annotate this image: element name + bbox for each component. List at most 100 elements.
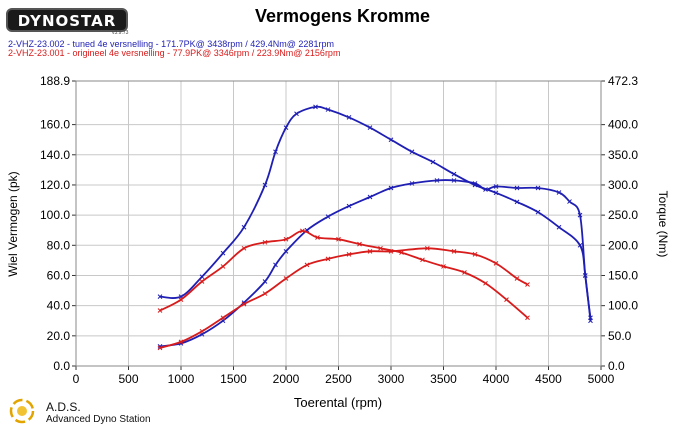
data-point <box>493 190 499 196</box>
data-point <box>451 178 457 183</box>
x-tick-label: 4500 <box>535 372 562 386</box>
y-tick-label: 40.0 <box>47 299 71 313</box>
data-point <box>483 280 488 286</box>
run-label-stock: 2-VHZ-23.001 - origineel 4e versnelling … <box>8 48 341 58</box>
data-point <box>241 245 247 251</box>
series-layer <box>157 104 593 351</box>
data-point <box>325 107 331 112</box>
data-point <box>514 276 520 281</box>
data-point <box>273 149 278 155</box>
data-point <box>420 257 425 263</box>
series-line-torque-3 <box>159 230 529 319</box>
data-point <box>451 248 457 254</box>
data-point <box>582 273 588 278</box>
x-tick-label: 500 <box>118 372 138 386</box>
data-point <box>262 239 268 245</box>
data-point <box>472 252 478 257</box>
y2-tick-label: 0.0 <box>608 359 625 373</box>
data-point <box>409 149 415 155</box>
data-point <box>262 291 268 296</box>
data-point <box>346 115 352 120</box>
y2-tick-label: 200.0 <box>608 238 638 252</box>
dynostar-logo-text: DYNOSTAR <box>17 12 117 30</box>
y-tick-label: 0.0 <box>53 359 70 373</box>
grid <box>72 80 605 370</box>
y-tick-label: 140.0 <box>40 148 70 162</box>
data-point <box>220 264 226 269</box>
data-point <box>388 185 394 191</box>
data-point <box>409 181 415 186</box>
data-point <box>199 279 205 284</box>
data-point <box>283 276 289 281</box>
data-point <box>199 328 205 334</box>
data-point <box>220 250 226 256</box>
data-point <box>493 184 499 189</box>
y-tick-label: 60.0 <box>47 268 71 282</box>
y-tick-label: 120.0 <box>40 178 70 192</box>
data-point <box>367 194 373 200</box>
y-tick-label: 20.0 <box>47 329 71 343</box>
x-tick-label: 1500 <box>220 372 247 386</box>
y2-tick-label: 472.3 <box>608 74 638 88</box>
data-point <box>357 241 362 247</box>
chart-title: Vermogens Kromme <box>254 6 431 26</box>
data-point <box>241 301 247 307</box>
dynostar-version: v3.9.73 <box>112 30 129 36</box>
y-tick-label: 160.0 <box>40 118 70 132</box>
y2-tick-label: 100.0 <box>608 299 638 313</box>
ads-logo-icon <box>9 398 35 424</box>
x-tick-label: 2000 <box>273 372 300 386</box>
data-point <box>472 182 478 188</box>
data-point <box>514 185 520 191</box>
data-point <box>430 159 436 165</box>
y2-tick-label: 400.0 <box>608 118 638 132</box>
ads-title: A.D.S. <box>46 400 81 414</box>
data-point <box>462 270 467 275</box>
ads-subtitle: Advanced Dyno Station <box>46 414 151 425</box>
data-point <box>577 242 583 248</box>
data-point <box>493 261 499 266</box>
data-point <box>434 178 440 183</box>
dynostar-logo: DYNOSTAR <box>6 8 128 32</box>
data-point <box>220 315 226 321</box>
data-point <box>178 297 184 302</box>
x-tick-label: 3000 <box>378 372 405 386</box>
data-point <box>588 318 593 324</box>
data-point <box>273 262 278 268</box>
data-point <box>304 262 310 268</box>
y-tick-label: 188.9 <box>40 74 70 88</box>
data-point <box>283 125 289 130</box>
data-point <box>367 125 373 130</box>
data-point <box>504 297 509 302</box>
data-point <box>262 182 268 188</box>
x-tick-label: 0 <box>73 372 80 386</box>
axes <box>75 80 602 367</box>
y-axis-label: Wiel Vermogen (pk) <box>6 171 20 276</box>
y2-tick-label: 50.0 <box>608 329 632 343</box>
data-point <box>325 256 331 262</box>
y2-tick-label: 300.0 <box>608 178 638 192</box>
x-tick-label: 3500 <box>430 372 457 386</box>
data-point <box>525 282 530 287</box>
data-point <box>315 235 320 240</box>
x-tick-label: 2500 <box>325 372 352 386</box>
x-tick-label: 1000 <box>168 372 195 386</box>
x-axis-label: Toerental (rpm) <box>294 395 382 410</box>
data-point <box>556 190 562 195</box>
run-label-tuned: 2-VHZ-23.002 - tuned 4e versnelling - 17… <box>8 39 334 49</box>
y-tick-label: 100.0 <box>40 208 70 222</box>
data-point <box>300 228 305 234</box>
y-tick-label: 80.0 <box>47 238 71 252</box>
data-point <box>525 315 530 321</box>
data-point <box>556 224 562 230</box>
data-point <box>199 274 205 280</box>
series-line-torque-1 <box>159 105 592 321</box>
data-point <box>325 214 331 219</box>
data-point <box>346 203 352 209</box>
data-point <box>388 137 394 143</box>
data-point <box>313 104 318 110</box>
data-point <box>157 308 163 313</box>
y2-tick-label: 250.0 <box>608 208 638 222</box>
data-point <box>367 248 373 254</box>
data-point <box>262 279 268 284</box>
